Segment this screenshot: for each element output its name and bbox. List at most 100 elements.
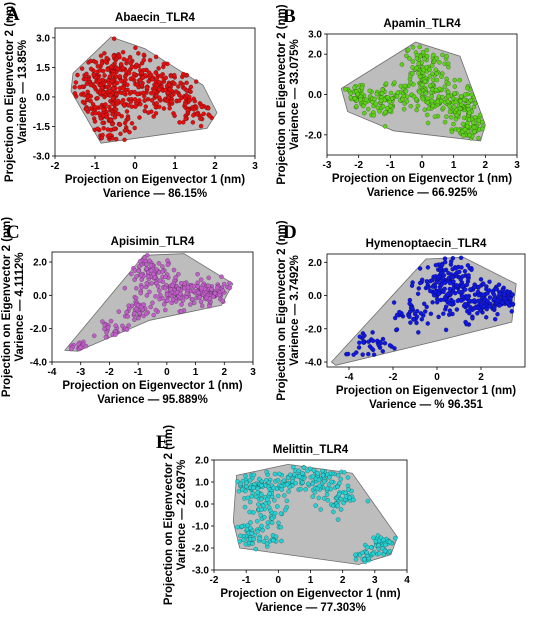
data-point [480,292,486,298]
data-point [107,132,112,138]
data-point [188,302,193,307]
data-point [115,98,121,104]
data-point [436,275,441,281]
data-point [255,529,261,534]
data-point [207,303,212,309]
data-point [429,94,434,99]
data-point [449,129,455,135]
data-point [168,287,173,292]
data-point [156,95,162,100]
data-point [201,111,206,117]
data-point [342,470,347,475]
data-point [259,496,264,502]
data-point [102,51,107,56]
data-point [113,107,119,112]
y-tick-label: 0.0 [195,500,209,511]
data-point [362,110,367,116]
data-point [509,309,515,314]
data-point [425,120,431,126]
data-point [117,74,123,79]
data-point [411,317,416,322]
data-point [179,302,184,307]
data-point [221,281,227,287]
x-axis-label: Projection on Eigenvector 1 (nm) [65,174,245,186]
data-point [154,101,159,106]
data-point [105,67,110,72]
data-point [422,56,427,62]
data-point [129,64,135,70]
data-point [99,61,105,66]
data-point [372,96,377,102]
data-point [154,76,160,82]
data-point [253,494,259,500]
data-point [445,99,451,104]
data-point [92,119,98,124]
data-point [359,85,365,91]
y-tick-label: 0.0 [33,291,47,302]
data-point [110,72,116,77]
data-point [108,93,113,98]
data-point [464,282,470,288]
data-point [454,112,460,118]
panel-title: Apisimin_TLR4 [111,236,195,248]
data-point [404,53,409,59]
data-point [405,47,411,53]
data-point [128,99,134,104]
data-point [264,535,269,541]
data-point [465,124,470,129]
data-point [75,72,80,78]
data-point [510,292,515,297]
data-point [491,292,497,298]
data-point [144,281,149,286]
data-point [184,294,189,300]
data-point [484,306,490,312]
data-point [364,550,370,555]
data-point [215,285,220,290]
data-point [478,277,484,282]
x-tick-label: 0 [276,575,282,586]
data-point [472,114,478,120]
data-point [447,109,453,115]
x-tick-label: 2 [340,575,346,586]
data-point [495,311,500,317]
data-point [335,503,341,509]
data-point [320,468,325,474]
data-point [410,44,416,50]
data-point [395,90,401,95]
data-point [156,87,162,92]
data-point [147,289,152,295]
data-point [404,98,410,104]
data-point [505,290,511,295]
data-point [376,551,382,556]
data-point [154,83,160,88]
y-axis-label: Projection on Eigenvector 2 (nm) [276,220,288,400]
data-point [189,296,195,302]
data-point [207,296,213,302]
data-point [153,111,159,116]
data-point [84,71,89,77]
data-point [469,92,475,97]
data-point [444,53,449,59]
data-point [321,496,327,501]
data-point [416,61,421,67]
data-point [83,343,89,349]
data-point [452,77,457,83]
data-point [104,55,109,61]
data-point [103,334,109,340]
data-point [450,275,456,280]
data-point [161,106,167,111]
data-point [97,78,102,83]
data-point [206,106,211,111]
x-tick-label: 3 [252,161,258,172]
x-axis-label: Projection on Eigenvector 1 (nm) [336,385,516,397]
data-point [72,84,77,90]
x-tick-label: -3 [76,367,85,378]
data-point [433,262,439,268]
data-point [279,487,284,492]
data-point [407,301,412,306]
data-point [122,285,128,291]
data-point [165,258,170,263]
data-point [260,527,265,533]
data-point [353,557,359,562]
